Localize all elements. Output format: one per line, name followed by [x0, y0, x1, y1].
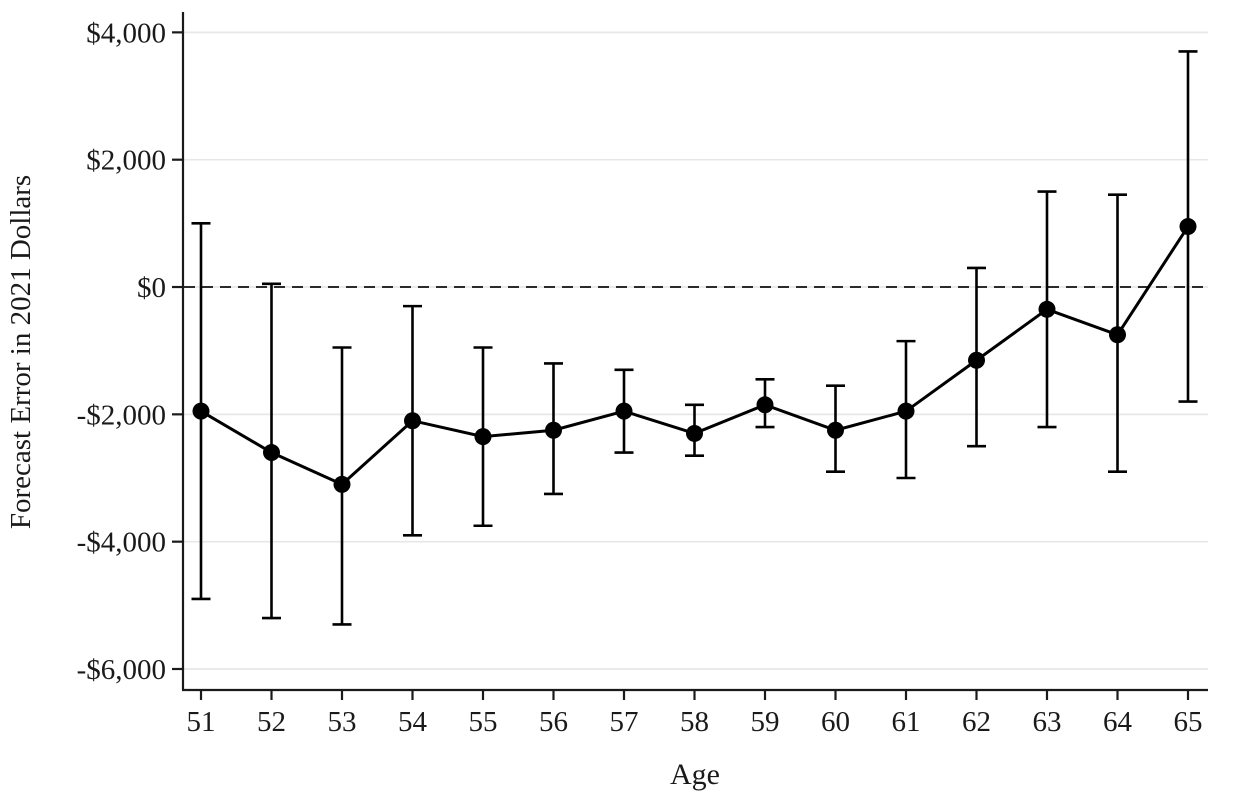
x-tick-label-54: 54 — [398, 706, 428, 738]
data-point-age-56 — [545, 421, 562, 439]
x-tick-label-59: 59 — [751, 706, 780, 738]
data-point-age-65 — [1179, 218, 1197, 236]
x-tick-label-52: 52 — [257, 706, 286, 738]
x-tick-label-64: 64 — [1103, 706, 1133, 738]
data-point-age-60 — [827, 421, 844, 439]
data-point-age-51 — [192, 402, 210, 420]
data-point-age-59 — [756, 396, 774, 414]
y-tick-label--4000: -$4,000 — [77, 527, 166, 559]
x-tick-label-61: 61 — [892, 706, 921, 738]
x-tick-label-56: 56 — [539, 706, 568, 738]
plot-area: $4,000 $2,000 $0 -$2,000 -$4,000 -$6,000 51 52 5… — [77, 12, 1208, 738]
y-tick-label-0: $0 — [137, 272, 166, 304]
data-point-age-54 — [404, 412, 421, 430]
data-point-age-61 — [897, 402, 915, 420]
x-tick-label-62: 62 — [962, 706, 991, 738]
x-tick-label-57: 57 — [610, 706, 639, 738]
data-point-age-52 — [263, 444, 280, 462]
x-axis-title: Age — [670, 758, 720, 791]
y-tick-label--2000: -$2,000 — [77, 399, 166, 431]
x-tick-label-65: 65 — [1174, 706, 1203, 738]
y-tick-label--6000: -$6,000 — [77, 654, 166, 686]
x-tick-label-58: 58 — [680, 706, 709, 738]
y-tick-label-2000: $2,000 — [86, 145, 166, 177]
x-tick-label-63: 63 — [1033, 706, 1062, 738]
y-axis-title: Forecast Error in 2021 Dollars — [5, 175, 37, 529]
data-point-age-64 — [1109, 326, 1126, 344]
data-point-age-62 — [968, 351, 985, 369]
data-point-age-57 — [615, 402, 633, 420]
data-point-age-58 — [686, 424, 703, 442]
x-tick-label-51: 51 — [187, 706, 216, 738]
x-tick-label-55: 55 — [469, 706, 498, 738]
y-tick-label-4000: $4,000 — [86, 17, 166, 49]
data-point-age-53 — [333, 475, 351, 493]
data-point-age-63 — [1038, 300, 1056, 318]
x-tick-label-53: 53 — [328, 706, 357, 738]
data-point-age-55 — [474, 428, 492, 446]
x-tick-label-60: 60 — [821, 706, 850, 738]
